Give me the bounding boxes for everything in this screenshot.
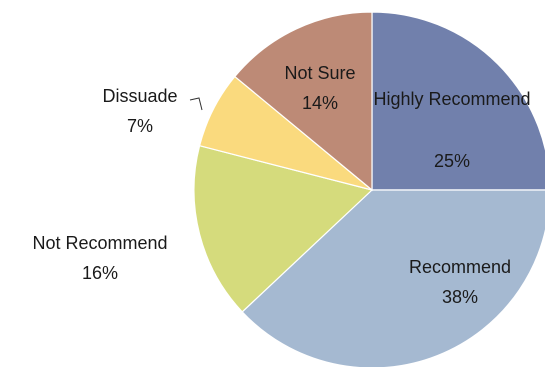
pie-slice-highly-recommend: [371, 11, 545, 191]
slice-label-recommend: Recommend: [409, 257, 511, 277]
pie-slice-recommend: [241, 189, 545, 367]
slice-label-highly-recommend: Highly Recommend: [373, 89, 530, 109]
slice-value-recommend: 38%: [442, 287, 478, 307]
slice-value-not-sure: 14%: [302, 93, 338, 113]
dissuade-leader-line: [189, 97, 203, 111]
slice-value-highly-recommend: 25%: [434, 151, 470, 171]
pie-slice-not-recommend: [193, 144, 374, 313]
slice-value-dissuade: 7%: [127, 116, 153, 136]
slice-label-not-recommend: Not Recommend: [32, 233, 167, 253]
slice-label-not-sure: Not Sure: [284, 63, 355, 83]
slice-label-dissuade: Dissuade: [102, 86, 177, 106]
pie-slices: [193, 11, 545, 367]
slice-value-not-recommend: 16%: [82, 263, 118, 283]
pie-slice-not-sure: [234, 11, 373, 192]
